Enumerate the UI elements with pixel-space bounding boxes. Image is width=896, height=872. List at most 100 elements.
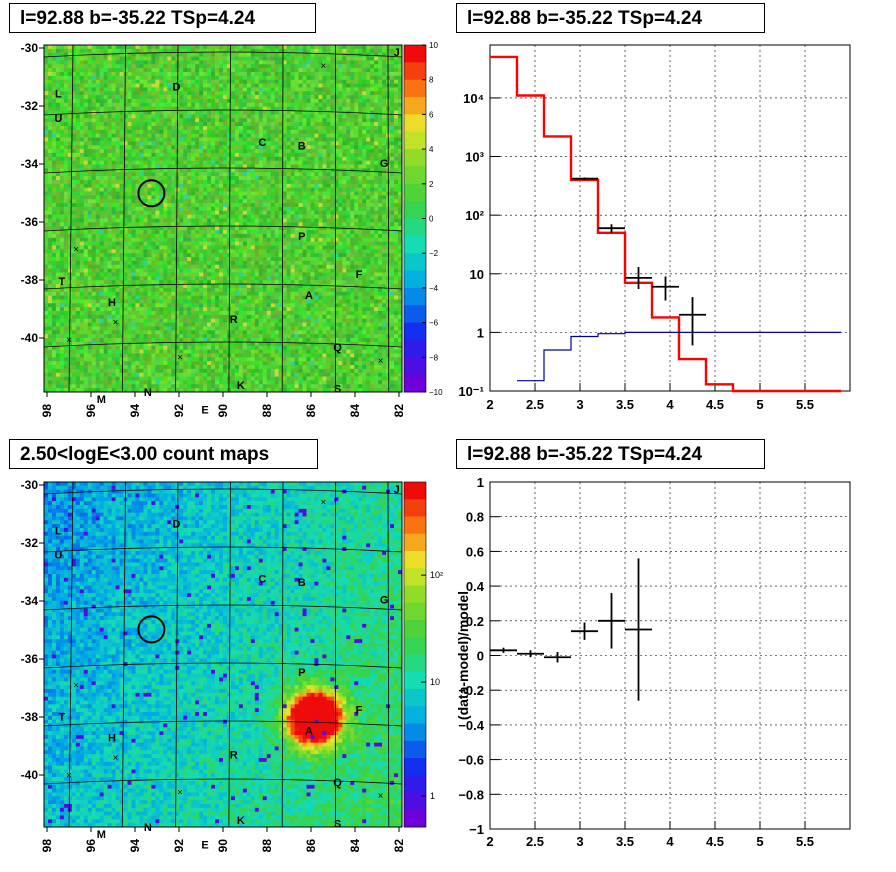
map1-map-cell [179,210,184,215]
map1-map-cell [230,160,236,165]
map1-map-cell [167,98,172,104]
map1-map-cell [254,291,260,296]
map1-map-cell [191,75,196,80]
map1-map-cell [75,129,81,134]
map1-map-cell [175,206,180,212]
map1-map-cell [223,98,228,104]
map1-map-cell [258,241,264,246]
map1-map-cell [199,253,204,258]
map1-map-cell [171,307,176,312]
map1-map-cell [187,176,192,181]
map1-map-cell [59,260,65,266]
map1-map-cell [111,133,116,138]
map1-map-cell [163,91,168,96]
map1-map-cell [59,295,65,300]
map1-map-cell [123,291,128,296]
map1-map-cell [139,264,144,269]
map1-map-cell [187,287,192,293]
map1-map-cell [95,95,100,100]
map1-map-cell [195,341,200,347]
map1-map-cell [262,60,268,65]
map1-map-cell [119,98,124,104]
map1-map-cell [44,222,49,227]
map1-map-cell [95,253,100,258]
map1-map-cell [171,102,176,107]
map1-map-cell [71,199,77,204]
map1-map-cell [127,264,132,269]
map1-map-cell [123,365,128,370]
map1-map-cell [139,303,144,308]
map1-map-cell [103,125,108,131]
map1-map-cell [91,160,97,165]
map1-map-cell [163,122,168,127]
map1-map-cell [155,326,160,331]
map1-map-cell [159,326,164,331]
map1-map-cell [95,291,100,296]
map1-map-cell [171,257,176,262]
map1-map-cell [123,272,128,277]
map1-map-cell [167,137,172,142]
map1-map-cell [250,64,256,69]
map1-map-cell [59,145,65,150]
map1-map-cell [211,172,216,177]
map1-map-cell [103,95,108,100]
map1-map-cell [187,206,192,212]
map1-map-cell [234,226,240,231]
map1-map-cell [223,125,228,131]
map1-map-cell [163,326,168,331]
map1-map-cell [207,299,212,304]
map1-map-cell [79,299,85,304]
map1-map-cell [155,183,160,188]
map1-map-cell [203,384,208,389]
map1-map-cell [203,152,208,158]
map1-map-cell [199,98,204,104]
map1-map-cell [44,191,49,196]
map1-map-cell [135,118,140,123]
map1-map-cell [183,345,188,350]
map1-map-cell [234,156,240,161]
map1-map-cell [187,311,192,316]
map1-map-cell [47,284,53,289]
map1-map-cell [91,330,97,335]
map1-map-cell [159,160,164,165]
map1-map-cell [234,160,240,165]
map1-map-cell [203,326,208,331]
map1-map-cell [199,241,204,246]
map1-map-cell [111,145,116,150]
map1-map-cell [115,172,120,177]
map1-map-cell [127,160,132,165]
map1-map-cell [99,87,104,92]
map1-map-cell [183,87,188,92]
map1-map-cell [223,60,228,65]
map1-map-cell [143,137,148,142]
map1-map-cell [179,137,184,142]
map1-map-cell [155,106,160,111]
map1-map-cell [242,299,248,304]
map1-map-cell [203,164,208,169]
map1-map-cell [175,203,180,208]
map1-map-cell [234,56,240,61]
map1-map-cell [47,338,53,343]
map1-map-cell [195,210,200,215]
map1-map-cell [135,245,140,250]
map1-map-cell [242,237,248,242]
map1-map-cell [67,368,73,374]
map1-map-cell [199,230,204,235]
map1-map-cell [159,214,164,219]
map1-map-cell [250,60,256,65]
map1-map-cell [246,345,252,350]
map1-map-cell [151,64,156,69]
map1-map-cell [99,164,104,169]
map1-map-cell [195,384,200,389]
map1-map-cell [79,48,85,54]
map1-map-cell [246,349,252,354]
map1-map-cell [163,341,168,347]
map1-map-cell [195,233,200,239]
map1-map-cell [111,187,116,192]
map1-map-cell [139,291,144,296]
map1-map-cell [230,353,236,358]
map1-map-cell [219,253,224,258]
map1-map-cell [175,191,180,196]
map1-map-cell [179,164,184,169]
map1-map-cell [135,79,140,84]
